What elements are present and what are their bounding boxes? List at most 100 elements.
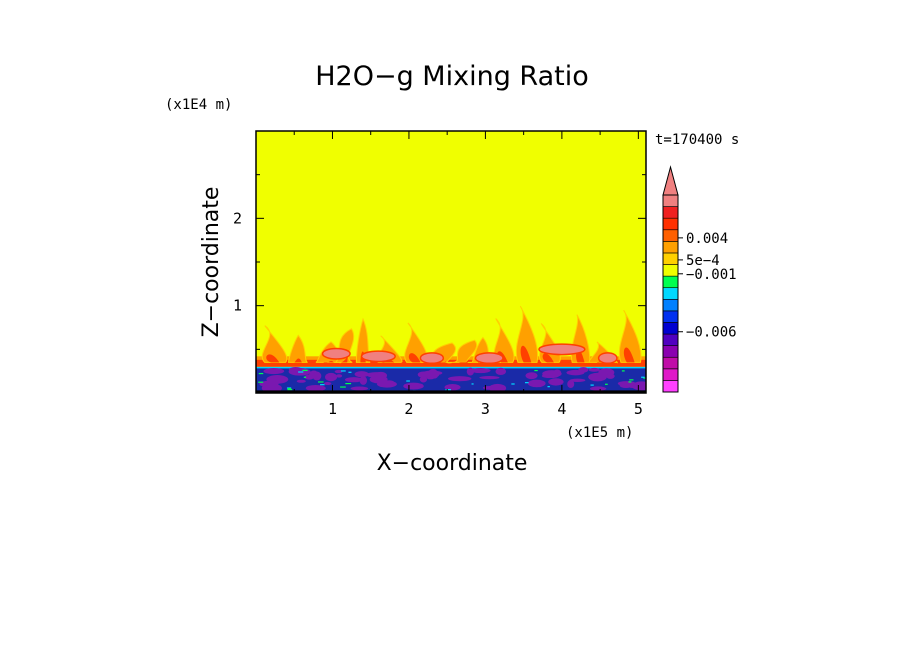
surface-eddy [259, 380, 279, 388]
surface-streak [258, 372, 264, 375]
plume-mid [542, 353, 554, 363]
colorbar-label: −0.001 [686, 267, 737, 283]
x-axis-title: X−coordinate [377, 451, 528, 476]
surface-eddy [419, 376, 428, 383]
colorbar-level [662, 368, 679, 381]
surface-eddy [479, 376, 500, 380]
contour-field [256, 131, 646, 393]
surface-streak [534, 369, 538, 372]
surface-eddy [588, 367, 600, 372]
surface-eddy [488, 383, 507, 393]
colorbar-level [662, 298, 679, 312]
colorbar-level [662, 241, 679, 254]
surface-eddy [288, 367, 303, 373]
colorbar-level [662, 264, 679, 277]
surface-streak [445, 389, 451, 391]
time-label: t=170400 s [655, 132, 739, 148]
colorbar-level [662, 310, 679, 323]
surface-streak [643, 377, 646, 379]
surface-streak [287, 389, 293, 391]
colorbar-label: −0.006 [686, 325, 737, 341]
x-tick-label: 4 [557, 400, 566, 418]
surface-streak [641, 376, 645, 378]
plume-core [474, 352, 504, 365]
surface-layer [256, 366, 646, 393]
surface-eddy [354, 371, 369, 378]
y-axis-title: Z−coordinate [199, 187, 224, 338]
plume-mid [266, 354, 280, 363]
surface-eddy [525, 372, 538, 380]
plume-mid [323, 360, 334, 364]
chart-title: H2O−g Mixing Ratio [315, 61, 589, 92]
x-tick-label: 5 [634, 400, 643, 418]
surface-eddy [569, 378, 586, 382]
surface-eddy [444, 384, 461, 391]
surface-eddy [312, 371, 322, 381]
colorbar-level [662, 287, 679, 300]
surface-eddy [470, 367, 491, 374]
colorbar-level [662, 333, 679, 346]
surface-streak [547, 386, 550, 388]
colorbar-level [662, 206, 679, 219]
y-tick-label: 1 [233, 297, 242, 315]
surface-eddy [304, 374, 315, 380]
x-tick-label: 3 [481, 400, 490, 418]
surface-streak [298, 371, 304, 373]
surface-eddy [566, 369, 585, 376]
plume-core [321, 347, 351, 360]
plume-band-inner [256, 359, 646, 367]
colorbar-level [662, 217, 679, 231]
surface-eddy [335, 374, 343, 378]
surface-eddy [548, 378, 564, 386]
moisture-plumes [256, 305, 646, 367]
surface-streak [348, 371, 352, 373]
surface-eddy [376, 380, 397, 388]
surface-streak [340, 370, 346, 372]
plume-core [360, 350, 396, 363]
colorbar-level [662, 229, 679, 242]
surface-eddy [305, 384, 326, 392]
surface-eddy [263, 368, 285, 375]
surface-eddy [403, 382, 424, 390]
surface-streak [340, 386, 346, 388]
surface-streak [320, 384, 325, 386]
surface-eddy [527, 379, 546, 388]
x-axis-ticks: 1 2 3 4 5 [293, 131, 643, 418]
y-axis-ticks: 12 [233, 174, 646, 350]
surface-eddy [296, 379, 306, 383]
surface-streak [621, 370, 625, 372]
y-tick-label: 2 [233, 209, 242, 227]
surface-streak [629, 379, 634, 381]
surface-streak [628, 381, 632, 383]
plume-outer [261, 325, 288, 363]
plume-mid [623, 347, 635, 363]
surface-streak [258, 381, 264, 383]
surface-eddy [567, 380, 575, 389]
x-tick-label: 2 [404, 400, 413, 418]
colorbar-level [662, 194, 679, 207]
surface-eddy [626, 383, 641, 388]
colorbar-level [662, 252, 679, 265]
surface-streak [511, 383, 515, 385]
y-scale-label: (x1E4 m) [165, 97, 232, 113]
surface-streak [471, 383, 474, 385]
surface-streak [590, 384, 594, 386]
plume-mid [408, 353, 421, 363]
plume-core [538, 343, 586, 356]
plume-core [597, 352, 618, 365]
surface-ground [256, 390, 646, 393]
colorbar-level [662, 380, 679, 393]
surface-eddy [542, 370, 562, 378]
colorbar-frame [662, 194, 679, 393]
surface-streak [287, 387, 292, 390]
surface-eddy [323, 382, 332, 386]
surface-eddy [325, 372, 338, 382]
surface-eddy [334, 369, 343, 374]
surface-streak [604, 383, 608, 385]
surface-eddy [374, 371, 388, 380]
surface-streak [345, 383, 352, 385]
x-tick-label: 1 [328, 400, 337, 418]
plume-mid [340, 355, 348, 363]
